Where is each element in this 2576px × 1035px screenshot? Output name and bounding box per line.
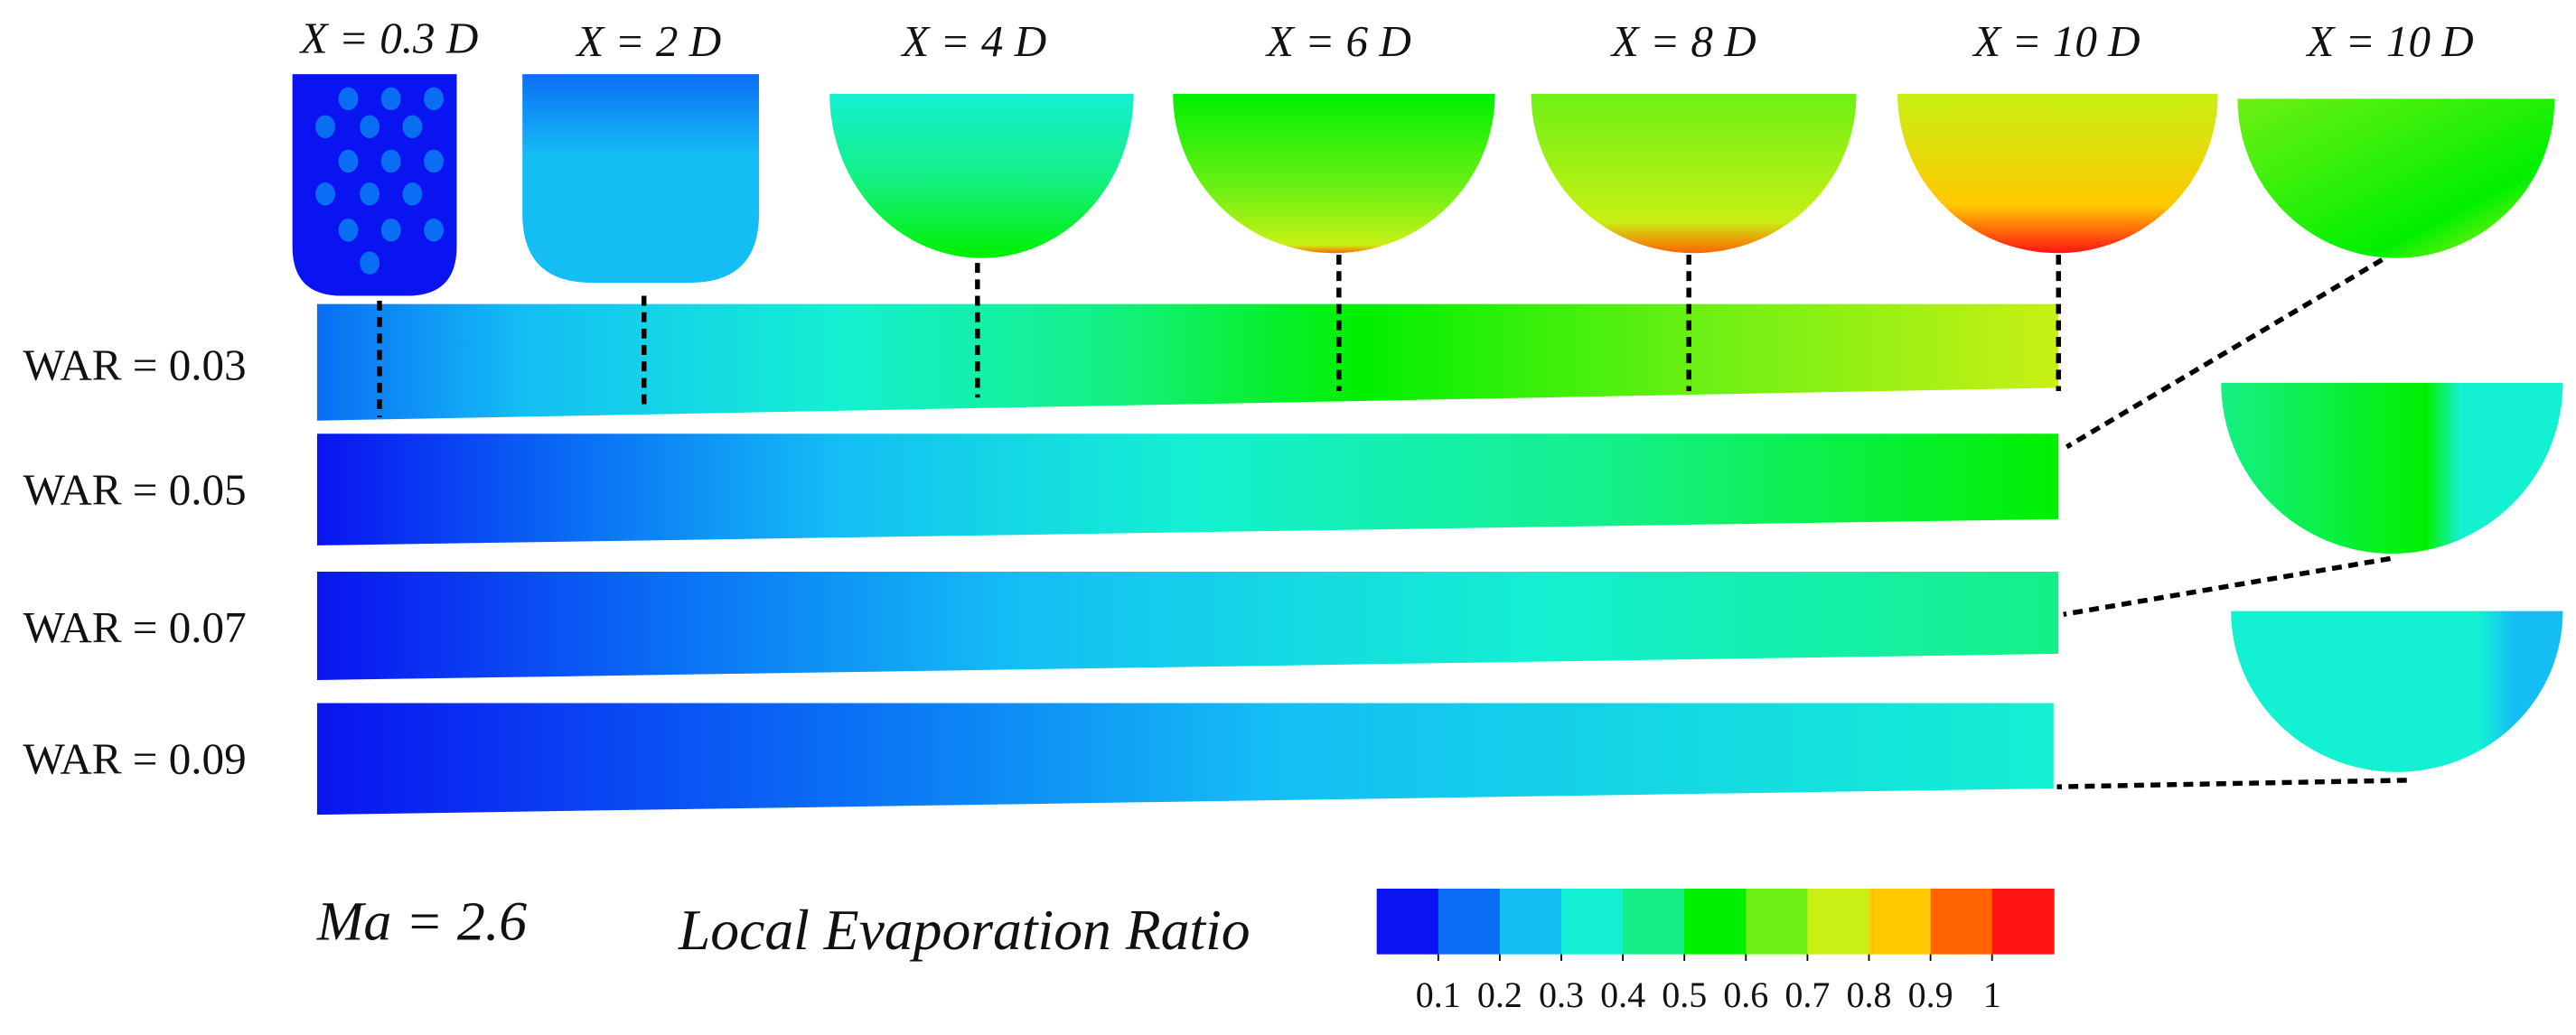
colorbar-bin xyxy=(1438,888,1501,955)
colorbar-tick-label: 0.1 xyxy=(1416,974,1461,1015)
column-label: X = 10 D xyxy=(2305,16,2473,66)
colorbar-tick-label: 1 xyxy=(1983,974,2001,1015)
colorbar-bin xyxy=(1991,888,2055,955)
colorbar-bin xyxy=(1684,888,1747,955)
colorbar-title: Local Evaporation Ratio xyxy=(678,898,1251,962)
contour-war007 xyxy=(316,572,2059,681)
colorbar-bin xyxy=(1560,888,1624,955)
contour-war009 xyxy=(316,703,2054,816)
colorbar-tick-label: 0.3 xyxy=(1539,974,1584,1015)
column-label: X = 2 D xyxy=(575,16,721,66)
colorbar-bin xyxy=(1499,888,1562,955)
section-x2 xyxy=(522,74,760,283)
contour-rows xyxy=(316,303,2059,816)
colorbar-tick-label: 0.6 xyxy=(1723,974,1768,1015)
colorbar-bin xyxy=(1376,888,1439,955)
colorbar-tick-label: 0.8 xyxy=(1846,974,1891,1015)
mach-label: Ma = 2.6 xyxy=(316,890,527,952)
column-label: X = 0.3 D xyxy=(299,13,479,62)
colorbar-tick-label: 0.7 xyxy=(1784,974,1830,1015)
section-x4 xyxy=(829,93,1134,258)
column-labels: X = 0.3 D X = 2 D X = 4 D X = 6 D X = 8 … xyxy=(299,13,2474,66)
droplet-spots xyxy=(315,87,444,275)
section-x10-war007 xyxy=(2231,611,2563,772)
column-label: X = 4 D xyxy=(900,16,1046,66)
section-x10-war005 xyxy=(2221,382,2563,555)
cross-sections xyxy=(292,74,2563,772)
contour-war003 xyxy=(316,303,2059,421)
colorbar-tick-label: 0.9 xyxy=(1908,974,1953,1015)
row-label: WAR = 0.05 xyxy=(23,464,246,514)
colorbar-bin xyxy=(1807,888,1870,955)
section-x8 xyxy=(1531,93,1857,254)
colorbar-bin xyxy=(1930,888,1993,955)
colorbar-tick-label: 0.4 xyxy=(1600,974,1645,1015)
colorbar-bin xyxy=(1623,888,1686,955)
row-label: WAR = 0.07 xyxy=(23,602,246,652)
column-label: X = 6 D xyxy=(1265,16,1411,66)
row-label: WAR = 0.03 xyxy=(23,340,246,389)
section-x10 xyxy=(1897,93,2218,254)
contour-war005 xyxy=(316,434,2059,545)
column-label: X = 8 D xyxy=(1610,16,1756,66)
colorbar-bin xyxy=(1746,888,1809,955)
colorbar-tick-label: 0.5 xyxy=(1662,974,1707,1015)
row-labels: WAR = 0.03 WAR = 0.05 WAR = 0.07 WAR = 0… xyxy=(23,340,246,783)
colorbar-tick-label: 0.2 xyxy=(1477,974,1522,1015)
section-x6 xyxy=(1173,93,1495,254)
section-x10-war003 xyxy=(2237,98,2555,258)
guide-lines xyxy=(377,255,2407,789)
colorbar-bin xyxy=(1869,888,1932,955)
row-label: WAR = 0.09 xyxy=(23,734,246,784)
column-label: X = 10 D xyxy=(1972,16,2140,66)
colorbar: 0.1 0.2 0.3 0.4 0.5 0.6 0.7 0.8 0.9 1 xyxy=(1376,888,2055,1015)
